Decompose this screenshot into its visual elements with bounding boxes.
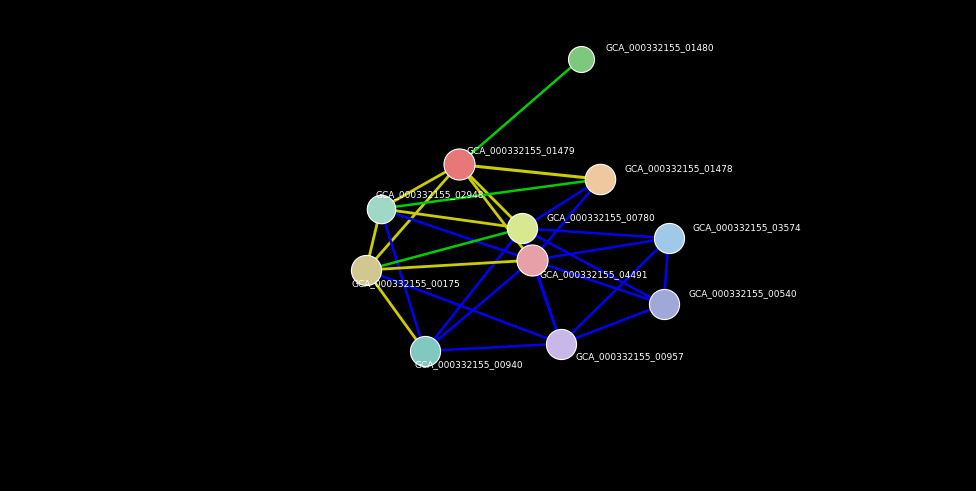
Text: GCA_000332155_01478: GCA_000332155_01478 bbox=[625, 164, 733, 173]
Text: GCA_000332155_00175: GCA_000332155_00175 bbox=[351, 279, 460, 288]
Text: GCA_000332155_04491: GCA_000332155_04491 bbox=[540, 271, 648, 279]
Text: GCA_000332155_00540: GCA_000332155_00540 bbox=[688, 289, 796, 298]
Point bbox=[524, 256, 540, 264]
Point bbox=[553, 340, 569, 348]
Text: GCA_000332155_01480: GCA_000332155_01480 bbox=[605, 44, 713, 53]
Text: GCA_000332155_02948: GCA_000332155_02948 bbox=[376, 191, 484, 199]
Point bbox=[514, 224, 530, 232]
Text: GCA_000332155_00940: GCA_000332155_00940 bbox=[415, 360, 523, 369]
Text: GCA_000332155_00957: GCA_000332155_00957 bbox=[576, 352, 684, 361]
Point bbox=[417, 347, 432, 355]
Text: GCA_000332155_00780: GCA_000332155_00780 bbox=[547, 213, 655, 222]
Text: GCA_000332155_01479: GCA_000332155_01479 bbox=[467, 146, 575, 155]
Text: GCA_000332155_03574: GCA_000332155_03574 bbox=[693, 223, 801, 232]
Point bbox=[358, 266, 374, 274]
Point bbox=[592, 175, 608, 183]
Point bbox=[451, 161, 467, 168]
Point bbox=[573, 55, 589, 63]
Point bbox=[373, 205, 388, 213]
Point bbox=[656, 300, 671, 308]
Point bbox=[661, 234, 676, 242]
